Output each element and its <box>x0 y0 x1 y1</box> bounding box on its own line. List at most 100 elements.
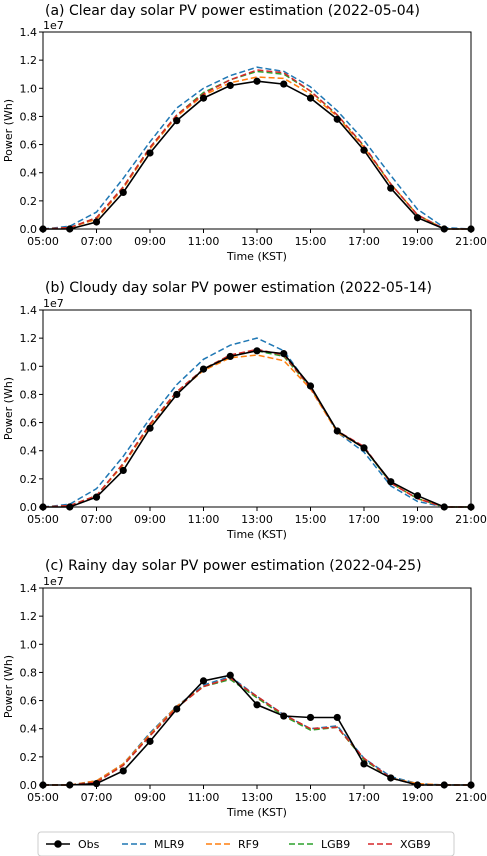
x-tick-label: 19:00 <box>402 791 434 804</box>
y-tick-label: 1.4 <box>20 582 38 595</box>
x-tick-label: 13:00 <box>241 791 273 804</box>
obs-point <box>306 382 315 390</box>
obs-point <box>467 225 475 233</box>
obs-point <box>333 115 341 123</box>
obs-point <box>306 94 315 102</box>
x-tick-label: 13:00 <box>241 513 273 526</box>
obs-point <box>387 478 395 486</box>
x-tick-label: 11:00 <box>188 235 220 248</box>
obs-point <box>333 713 341 722</box>
chart-title: (b) Cloudy day solar PV power estimation… <box>45 280 432 296</box>
x-tick-label: 21:00 <box>455 235 487 248</box>
obs-point <box>280 350 288 358</box>
obs-point <box>66 503 74 511</box>
obs-point <box>253 347 261 355</box>
x-tick-label: 11:00 <box>188 791 220 804</box>
y-tick-label: 0.4 <box>20 445 38 458</box>
obs-point <box>199 365 208 373</box>
legend-label: Obs <box>78 838 100 851</box>
series-line-obs <box>43 80 471 230</box>
y-tick-label: 0.0 <box>20 779 38 792</box>
legend-marker <box>54 840 62 848</box>
obs-point <box>413 214 422 222</box>
y-exponent-label: 1e7 <box>43 575 64 588</box>
chart-panel-3: (c) Rainy day solar PV power estimation … <box>2 558 487 819</box>
obs-point <box>280 80 288 88</box>
obs-point <box>253 77 261 85</box>
x-tick-label: 11:00 <box>188 513 220 526</box>
y-tick-label: 0.6 <box>20 695 38 708</box>
legend: Obs MLR9 RF9 LGB9 XGB9 <box>37 831 455 856</box>
series-line-lgb9 <box>42 350 471 508</box>
x-tick-label: 05:00 <box>27 791 59 804</box>
obs-point <box>387 774 395 782</box>
obs-point <box>199 677 208 685</box>
obs-point <box>39 225 47 233</box>
y-tick-label: 0.8 <box>20 666 38 679</box>
x-tick-label: 15:00 <box>295 235 327 248</box>
obs-point <box>360 444 368 452</box>
obs-point <box>253 701 261 709</box>
x-tick-label: 09:00 <box>134 513 166 526</box>
chart-panel-2: (b) Cloudy day solar PV power estimation… <box>2 280 487 541</box>
obs-point <box>92 493 101 501</box>
y-tick-label: 0.4 <box>20 167 38 180</box>
y-tick-label: 0.6 <box>20 417 38 430</box>
legend-label: XGB9 <box>400 838 431 851</box>
y-tick-label: 0.2 <box>20 473 38 486</box>
series-line-lgb9 <box>43 678 471 786</box>
y-exponent-label: 1e7 <box>43 297 64 310</box>
obs-point <box>119 188 127 197</box>
obs-point <box>440 225 448 233</box>
x-tick-label: 07:00 <box>81 791 113 804</box>
chart-title: (c) Rainy day solar PV power estimation … <box>45 558 422 574</box>
series-line-obs <box>43 674 471 786</box>
obs-point <box>92 218 101 226</box>
y-tick-label: 1.0 <box>20 638 38 651</box>
legend-item-lgb9: LGB9 <box>289 838 350 851</box>
series-line-xgb9 <box>42 69 471 230</box>
obs-point <box>226 81 234 90</box>
x-axis-label: Time (KST) <box>226 250 287 263</box>
y-exponent-label: 1e7 <box>43 19 64 32</box>
y-tick-label: 0.6 <box>20 139 38 152</box>
obs-point <box>66 225 74 233</box>
series-line-rf9 <box>42 354 471 508</box>
panels: (a) Clear day solar PV power estimation … <box>2 3 487 819</box>
obs-point <box>280 712 288 720</box>
obs-point <box>387 184 395 192</box>
y-axis-label: Power (Wh) <box>2 377 15 440</box>
obs-point <box>413 781 422 789</box>
legend-label: LGB9 <box>321 838 350 851</box>
legend-label: MLR9 <box>154 838 184 851</box>
obs-point <box>226 671 234 679</box>
x-tick-label: 21:00 <box>455 513 487 526</box>
x-tick-label: 07:00 <box>81 513 113 526</box>
x-axis-label: Time (KST) <box>226 528 287 541</box>
legend-item-xgb9: XGB9 <box>368 838 431 851</box>
series-line-mlr9 <box>42 337 471 508</box>
obs-point <box>146 424 154 432</box>
obs-point <box>360 760 368 768</box>
series-line-xgb9 <box>43 677 471 786</box>
legend-item-obs: Obs <box>46 838 100 851</box>
obs-point <box>146 149 154 157</box>
obs-point <box>39 781 47 789</box>
x-tick-label: 19:00 <box>402 513 434 526</box>
legend-frame <box>37 831 455 856</box>
y-tick-label: 1.4 <box>20 26 38 39</box>
y-tick-label: 0.0 <box>20 501 38 514</box>
series-line-obs <box>43 349 471 508</box>
x-tick-label: 15:00 <box>295 513 327 526</box>
x-tick-label: 05:00 <box>27 513 59 526</box>
y-tick-label: 1.4 <box>20 304 38 317</box>
x-tick-label: 15:00 <box>295 791 327 804</box>
obs-point <box>333 427 341 435</box>
obs-point <box>39 503 47 511</box>
obs-point <box>173 390 181 399</box>
axes-frame <box>42 587 472 786</box>
obs-point <box>119 466 127 475</box>
legend-item-rf9: RF9 <box>206 838 259 851</box>
series-line-mlr9 <box>43 675 471 786</box>
